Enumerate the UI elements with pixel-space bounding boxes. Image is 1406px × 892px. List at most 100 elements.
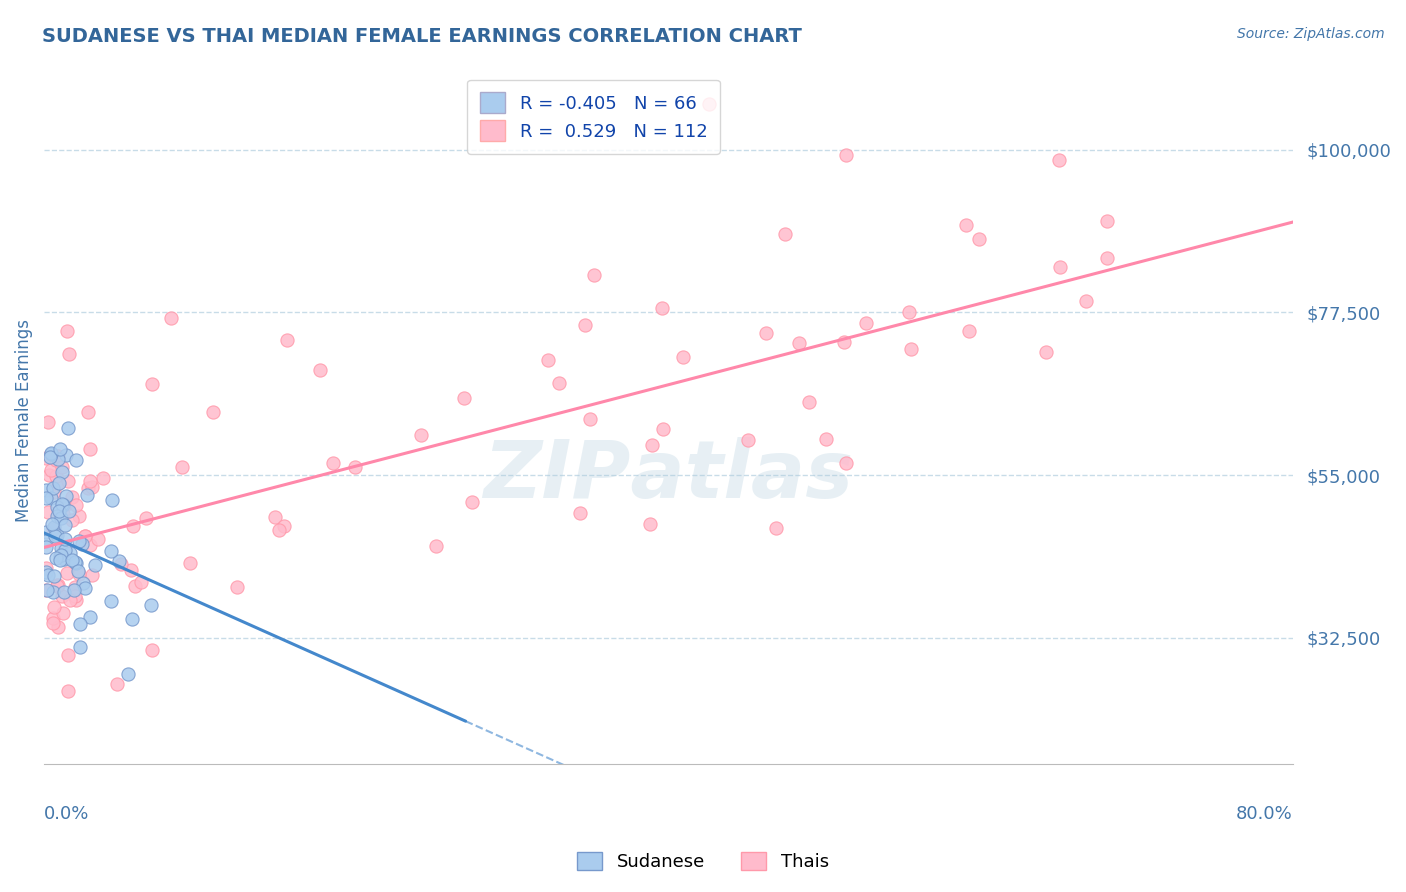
Point (82, 480, 104, 494)
Point (67, 509, 90, 524)
Point (37, 505, 59, 519)
Point (65, 452, 87, 467)
Point (425, 539, 447, 553)
Point (834, 456, 856, 470)
Point (41, 517, 63, 532)
Point (39, 446, 62, 460)
Point (56, 648, 79, 662)
Point (1047, 153, 1070, 168)
Point (63, 590, 86, 604)
Point (34, 540, 56, 554)
Point (45, 476, 67, 491)
Point (1095, 251, 1118, 265)
Point (79, 474, 101, 488)
Point (1035, 345, 1057, 359)
Point (86, 533, 108, 547)
Point (537, 353, 560, 368)
Point (59, 546, 82, 560)
Point (121, 612, 143, 626)
Point (46, 508, 69, 523)
Point (105, 677, 128, 691)
Text: 80.0%: 80.0% (1236, 805, 1294, 823)
Point (69, 616, 91, 631)
Point (755, 326, 778, 340)
Point (41, 491, 63, 505)
Point (900, 342, 922, 356)
Point (53, 543, 76, 558)
Point (34, 483, 56, 497)
Point (124, 579, 146, 593)
Point (56, 474, 79, 488)
Point (63, 583, 86, 598)
Point (835, 147, 858, 161)
Point (48, 552, 70, 566)
Point (72, 575, 94, 590)
Point (855, 316, 877, 330)
Point (91, 471, 114, 485)
Point (45, 579, 67, 593)
Point (49, 541, 72, 556)
Point (66, 564, 89, 578)
Point (73, 529, 96, 543)
Point (141, 376, 163, 391)
Point (56, 324, 79, 338)
Point (77, 405, 100, 419)
Point (65, 499, 87, 513)
Text: ZIP​atlas: ZIP​atlas (484, 437, 853, 515)
Point (59, 593, 82, 607)
Point (48, 449, 70, 463)
Point (55, 489, 77, 503)
Point (75, 529, 97, 543)
Point (48, 475, 70, 490)
Point (309, 363, 332, 377)
Point (79, 610, 101, 624)
Point (70, 537, 93, 551)
Point (84, 558, 107, 572)
Point (121, 519, 143, 533)
Point (51, 589, 73, 603)
Point (159, 311, 181, 326)
Point (110, 557, 132, 571)
Point (79, 442, 101, 456)
Point (52, 507, 75, 521)
Point (201, 405, 224, 419)
Point (411, 428, 433, 442)
Point (42, 611, 65, 625)
Point (55, 448, 77, 462)
Point (46, 578, 69, 592)
Point (51, 511, 73, 525)
Point (46, 452, 69, 467)
Point (60, 553, 83, 567)
Point (58, 347, 80, 361)
Legend: R = -0.405   N = 66, R =  0.529   N = 112: R = -0.405 N = 66, R = 0.529 N = 112 (467, 79, 720, 153)
Point (67, 533, 90, 548)
Point (129, 574, 152, 589)
Point (63, 556, 86, 570)
Point (141, 599, 163, 613)
Point (53, 518, 76, 533)
Point (76, 488, 98, 502)
Y-axis label: Median Female Earnings: Median Female Earnings (15, 319, 32, 523)
Text: 0.0%: 0.0% (44, 805, 90, 823)
Point (117, 667, 139, 681)
Point (48, 442, 70, 457)
Point (638, 517, 661, 532)
Point (76, 481, 98, 495)
Point (45, 469, 67, 483)
Point (263, 509, 285, 524)
Point (42, 481, 65, 495)
Point (179, 557, 201, 571)
Point (45, 453, 67, 467)
Point (579, 411, 602, 425)
Point (55, 566, 77, 580)
Point (51, 466, 73, 480)
Point (38, 467, 60, 482)
Point (42, 522, 65, 536)
Point (38, 450, 60, 465)
Point (45, 551, 67, 566)
Point (45, 528, 67, 542)
Point (568, 506, 591, 520)
Point (35, 582, 58, 597)
Point (574, 318, 596, 332)
Point (651, 422, 673, 436)
